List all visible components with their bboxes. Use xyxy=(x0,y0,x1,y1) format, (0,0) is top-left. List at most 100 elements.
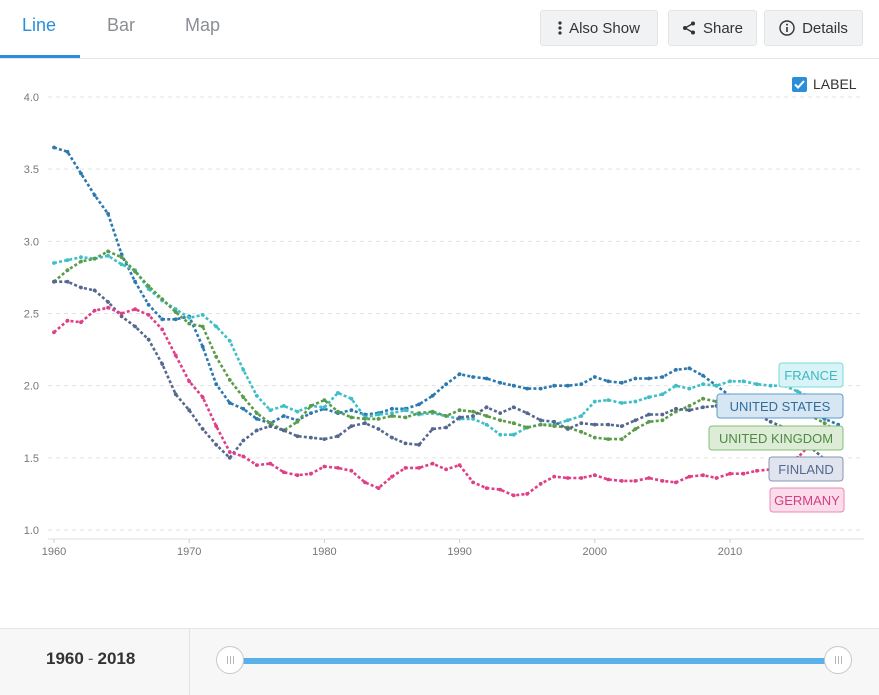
data-point xyxy=(65,318,70,323)
data-point xyxy=(187,315,192,320)
tab-bar[interactable]: Bar xyxy=(107,15,136,35)
data-point xyxy=(552,419,557,424)
data-point xyxy=(606,437,611,441)
data-point xyxy=(336,434,340,439)
data-point xyxy=(92,308,97,313)
data-point xyxy=(254,417,259,421)
data-point xyxy=(538,386,543,391)
data-point xyxy=(444,425,448,430)
also-show-button[interactable]: Also Show xyxy=(540,10,658,46)
data-point xyxy=(349,396,354,401)
data-point xyxy=(525,386,530,391)
data-point xyxy=(687,366,692,371)
data-point xyxy=(619,479,624,483)
data-point xyxy=(79,255,83,260)
data-point xyxy=(133,269,138,274)
data-point xyxy=(674,383,678,388)
data-point xyxy=(214,442,219,447)
data-point xyxy=(106,300,110,304)
data-point xyxy=(417,402,421,407)
data-point xyxy=(619,424,624,428)
data-point xyxy=(281,470,286,475)
label-toggle[interactable]: LABEL xyxy=(792,76,857,92)
data-point xyxy=(146,284,151,288)
data-point xyxy=(227,401,232,405)
range-start-handle[interactable] xyxy=(216,646,244,674)
data-point xyxy=(106,249,110,254)
data-point xyxy=(281,414,286,418)
series-end-label: GERMANY xyxy=(769,487,845,513)
tab-map[interactable]: Map xyxy=(185,15,221,35)
data-point xyxy=(65,149,70,154)
info-icon xyxy=(779,20,795,36)
data-point xyxy=(52,261,56,265)
data-point xyxy=(647,412,651,417)
data-point xyxy=(349,415,354,420)
details-label: Details xyxy=(802,19,848,37)
data-point xyxy=(592,422,597,427)
data-point xyxy=(363,417,367,421)
data-point xyxy=(647,419,651,424)
top-toolbar: Line Bar Map Also Show Share Details xyxy=(0,0,879,59)
range-display: 1960-2018 xyxy=(46,649,135,669)
data-point xyxy=(160,297,165,301)
data-point xyxy=(484,414,489,418)
range-separator: - xyxy=(87,649,94,668)
data-point xyxy=(106,212,110,216)
data-point xyxy=(376,417,381,421)
data-point xyxy=(363,421,367,426)
data-point xyxy=(376,486,381,490)
data-point xyxy=(227,455,232,460)
data-point xyxy=(565,427,570,431)
data-point xyxy=(376,427,381,431)
range-slider-track[interactable] xyxy=(232,658,838,664)
data-point xyxy=(187,408,192,413)
data-point xyxy=(241,395,246,400)
data-point xyxy=(92,288,97,293)
data-point xyxy=(241,438,246,443)
data-point xyxy=(268,408,273,413)
data-point xyxy=(133,324,138,329)
data-point xyxy=(403,408,408,413)
data-point xyxy=(322,398,327,402)
label-checkbox[interactable] xyxy=(792,76,807,92)
data-point xyxy=(511,383,516,388)
data-point xyxy=(633,376,638,381)
data-point xyxy=(484,486,489,490)
data-point xyxy=(309,471,313,476)
data-point xyxy=(322,437,327,441)
series-label-text: FRANCE xyxy=(784,368,838,383)
data-point xyxy=(606,422,611,427)
data-point xyxy=(606,477,611,482)
data-point xyxy=(65,268,70,273)
data-point xyxy=(79,285,83,290)
data-point xyxy=(498,487,503,492)
y-tick-label: 3.5 xyxy=(24,164,39,176)
data-point xyxy=(444,382,448,387)
data-point xyxy=(538,422,543,427)
data-point xyxy=(214,354,219,359)
data-point xyxy=(768,383,773,388)
data-point xyxy=(417,442,421,447)
data-point xyxy=(457,415,462,420)
data-point xyxy=(511,421,516,426)
data-point xyxy=(403,466,408,470)
details-button[interactable]: Details xyxy=(764,10,863,46)
data-point xyxy=(349,468,354,473)
series-label-box xyxy=(716,393,844,419)
data-point xyxy=(173,317,178,322)
data-point xyxy=(390,435,394,440)
data-point xyxy=(200,395,205,400)
checkmark-icon xyxy=(794,79,805,89)
data-point xyxy=(295,409,300,414)
x-tick-label: 1970 xyxy=(177,546,201,558)
data-point xyxy=(579,476,584,480)
data-point xyxy=(647,376,651,381)
data-point xyxy=(390,406,394,411)
data-point xyxy=(579,414,584,418)
data-point xyxy=(471,409,475,414)
tab-line[interactable]: Line xyxy=(22,15,57,35)
y-tick-label: 1.5 xyxy=(24,453,39,465)
range-end-handle[interactable] xyxy=(824,646,852,674)
share-button[interactable]: Share xyxy=(668,10,757,46)
